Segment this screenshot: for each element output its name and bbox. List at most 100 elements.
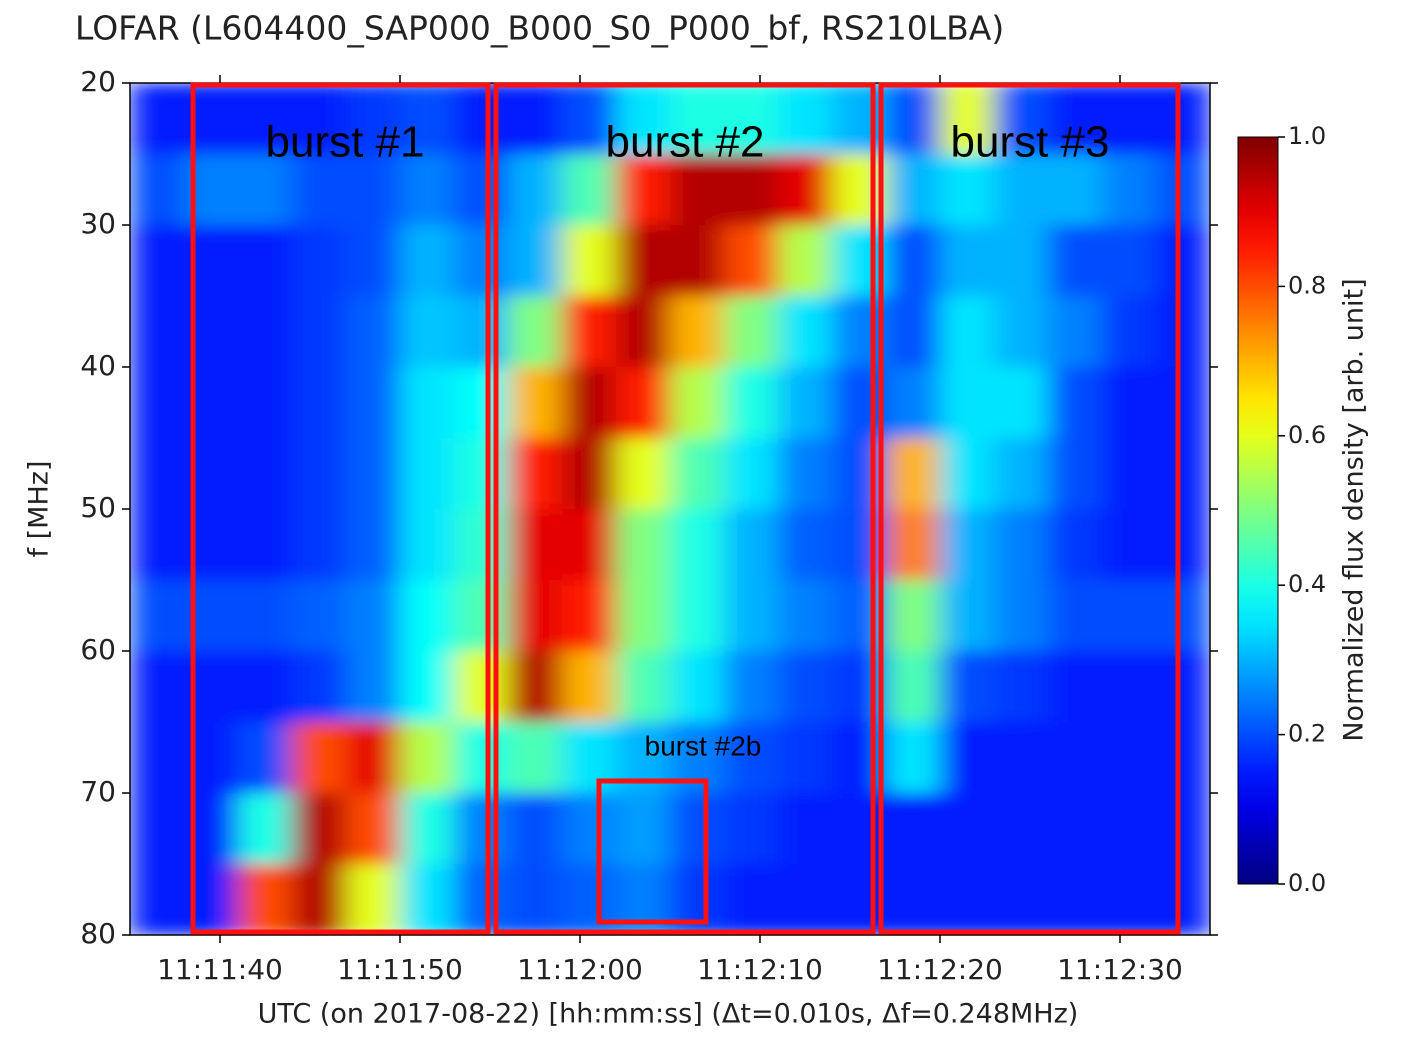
heat-cell [832, 83, 887, 155]
heat-cell [724, 83, 779, 155]
heat-cell [886, 580, 941, 652]
heat-cell [454, 367, 509, 439]
heat-cell [130, 296, 185, 368]
heat-cell [1156, 722, 1210, 794]
heat-cell [616, 225, 671, 297]
heat-cell [994, 580, 1049, 652]
heat-cell [778, 83, 833, 155]
burst-box [596, 778, 709, 925]
heat-cell [832, 154, 887, 226]
heat-cell [1156, 367, 1210, 439]
heat-cell [130, 580, 185, 652]
heat-cell [616, 651, 671, 723]
heat-cell [292, 722, 347, 794]
heat-cell [886, 367, 941, 439]
heat-cell [562, 367, 617, 439]
heat-cell [670, 580, 725, 652]
heat-cell [670, 296, 725, 368]
heat-cell [886, 651, 941, 723]
heat-cell [778, 722, 833, 794]
heat-cell [1102, 154, 1157, 226]
heat-cell [670, 864, 725, 935]
heat-cell [454, 580, 509, 652]
y-tick-label: 50 [80, 491, 116, 524]
colorbar [1237, 136, 1279, 885]
heat-cell [508, 722, 563, 794]
heat-cell [940, 438, 995, 510]
heat-cell [994, 296, 1049, 368]
heat-cell [1156, 793, 1210, 865]
heat-cell [670, 438, 725, 510]
heat-cell [886, 722, 941, 794]
heat-cell [400, 651, 455, 723]
burst-label: burst #2b [645, 730, 762, 761]
heat-cell [724, 367, 779, 439]
heat-cell [400, 793, 455, 865]
heat-cell [670, 651, 725, 723]
heat-cell [130, 793, 185, 865]
heat-cell [832, 296, 887, 368]
heat-cell [130, 438, 185, 510]
heat-cell [724, 509, 779, 581]
heat-cell [400, 367, 455, 439]
heat-cell [940, 793, 995, 865]
x-tick-label: 11:11:40 [157, 953, 283, 986]
heat-cell [616, 83, 671, 155]
y-tick-label: 30 [80, 207, 116, 240]
heat-cell [1102, 509, 1157, 581]
heat-cell [670, 154, 725, 226]
burst-box [878, 82, 1181, 935]
x-tick-label: 11:11:50 [337, 953, 463, 986]
heat-cell [562, 438, 617, 510]
heat-cell [940, 296, 995, 368]
heat-cell [400, 438, 455, 510]
colorbar-tick-label: 0.8 [1288, 271, 1326, 299]
heat-cell [1048, 367, 1103, 439]
heat-cell [346, 83, 401, 155]
heat-cell [1156, 83, 1210, 155]
heat-cell [292, 651, 347, 723]
heat-cell [724, 651, 779, 723]
colorbar-tick-label: 0.0 [1288, 869, 1326, 897]
heat-cell [238, 225, 293, 297]
x-tick-label: 11:12:10 [697, 953, 823, 986]
heat-cell [832, 651, 887, 723]
heat-cell [940, 864, 995, 935]
heat-cell [238, 722, 293, 794]
heat-cell [1048, 83, 1103, 155]
heat-cell [400, 509, 455, 581]
heat-cell [130, 154, 185, 226]
heat-cell [400, 296, 455, 368]
heat-cell [1048, 438, 1103, 510]
heat-cell [994, 864, 1049, 935]
heat-cell [1102, 367, 1157, 439]
heat-cell [778, 864, 833, 935]
heat-cell [1102, 793, 1157, 865]
heat-cell [454, 225, 509, 297]
heat-cell [778, 225, 833, 297]
heat-cell [670, 83, 725, 155]
heat-cell [1048, 580, 1103, 652]
heat-cell [292, 438, 347, 510]
heat-cell [346, 225, 401, 297]
heat-cell [832, 225, 887, 297]
y-axis-label: f [MHz] [24, 461, 55, 558]
heat-cell [1102, 296, 1157, 368]
heat-cell [562, 154, 617, 226]
heat-cell [400, 83, 455, 155]
heat-cell [238, 154, 293, 226]
heat-cell [508, 367, 563, 439]
heat-cell [346, 154, 401, 226]
heat-cell [508, 793, 563, 865]
burst-label: burst #2 [606, 118, 765, 167]
heat-cell [508, 651, 563, 723]
heat-cell [616, 367, 671, 439]
heat-cell [346, 864, 401, 935]
heat-cell [778, 154, 833, 226]
heat-cell [832, 509, 887, 581]
heat-cell [994, 83, 1049, 155]
heat-cell [724, 225, 779, 297]
heat-cell [616, 793, 671, 865]
heat-cell [994, 722, 1049, 794]
heat-cell [778, 438, 833, 510]
